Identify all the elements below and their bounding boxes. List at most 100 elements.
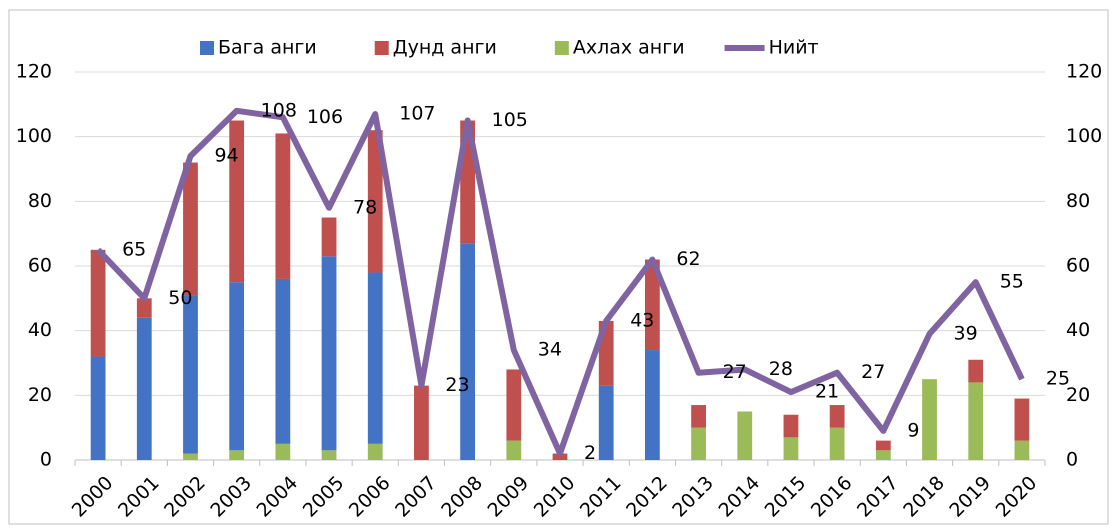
data-label: 27 xyxy=(723,361,747,383)
y-tick-label: 0 xyxy=(40,449,52,471)
bar xyxy=(1014,440,1030,460)
bar xyxy=(598,385,614,460)
y2-tick-label: 0 xyxy=(1066,449,1078,471)
x-tick-label: 2016 xyxy=(807,472,857,522)
data-label: 55 xyxy=(1000,271,1024,293)
bar xyxy=(737,411,753,460)
data-label: 107 xyxy=(399,103,435,125)
x-tick-label: 2014 xyxy=(714,472,764,522)
data-label: 65 xyxy=(122,238,146,260)
data-label: 9 xyxy=(907,419,919,441)
legend-label: Ахлах анги xyxy=(573,37,685,59)
x-tick-label: 2000 xyxy=(68,472,118,522)
bar xyxy=(875,450,891,460)
bar xyxy=(367,130,383,273)
legend-swatch xyxy=(554,41,569,55)
legend-label: Нийт xyxy=(769,37,819,59)
y2-tick-label: 80 xyxy=(1066,190,1090,212)
bar xyxy=(922,379,937,460)
x-tick-label: 2006 xyxy=(345,472,395,522)
x-tick-label: 2005 xyxy=(299,472,349,522)
x-tick-label: 2012 xyxy=(622,472,672,522)
data-label: 78 xyxy=(353,196,377,218)
bar xyxy=(321,450,337,460)
bar xyxy=(321,217,337,257)
bar xyxy=(367,443,383,460)
bar xyxy=(783,414,799,438)
x-tick-label: 2004 xyxy=(253,472,303,522)
bar xyxy=(875,440,891,451)
data-label: 2 xyxy=(584,442,596,464)
bar xyxy=(414,385,429,460)
bar xyxy=(829,405,845,428)
bar xyxy=(968,359,984,383)
chart-frame xyxy=(8,9,1109,525)
x-tick-label: 2002 xyxy=(160,472,210,522)
bar xyxy=(275,443,291,460)
x-tick-label: 2008 xyxy=(437,472,487,522)
bar xyxy=(506,440,522,460)
bar xyxy=(136,298,152,318)
bar xyxy=(183,453,198,460)
data-label: 43 xyxy=(630,309,654,331)
x-tick-label: 2019 xyxy=(945,472,995,522)
data-label: 21 xyxy=(815,381,839,403)
y-tick-label: 60 xyxy=(28,255,52,277)
data-label: 105 xyxy=(492,109,528,131)
bar xyxy=(644,350,660,460)
x-tick-label: 2018 xyxy=(899,472,949,522)
x-tick-label: 2020 xyxy=(992,472,1042,522)
bar xyxy=(183,162,198,296)
bar xyxy=(183,295,198,454)
x-tick-label: 2007 xyxy=(391,472,441,522)
data-label: 106 xyxy=(307,106,343,128)
bar xyxy=(1014,398,1030,441)
data-label: 62 xyxy=(676,248,700,270)
bar xyxy=(644,259,660,351)
line-series xyxy=(95,107,1025,457)
x-tick-label: 2013 xyxy=(668,472,718,522)
bar xyxy=(90,356,106,460)
data-label: 50 xyxy=(168,287,192,309)
bar xyxy=(460,243,476,460)
y2-tick-label: 60 xyxy=(1066,255,1090,277)
data-label: 34 xyxy=(538,339,562,361)
y-tick-label: 100 xyxy=(16,125,52,147)
x-tick-label: 2010 xyxy=(530,472,580,522)
x-tick-label: 2011 xyxy=(576,472,626,522)
x-tick-label: 2017 xyxy=(853,472,903,522)
bar xyxy=(229,450,245,460)
y2-tick-label: 100 xyxy=(1066,125,1102,147)
bar xyxy=(783,437,799,460)
bar xyxy=(275,133,291,279)
x-tick-label: 2003 xyxy=(206,472,256,522)
data-label: 39 xyxy=(954,322,978,344)
bar xyxy=(968,382,984,460)
y-tick-label: 40 xyxy=(28,319,52,341)
legend-swatch xyxy=(200,41,214,55)
bar xyxy=(691,405,706,428)
y2-tick-label: 120 xyxy=(1066,61,1102,83)
x-tick-label: 2001 xyxy=(114,472,164,522)
bar xyxy=(506,369,522,441)
bar xyxy=(552,453,568,460)
bar xyxy=(229,120,245,283)
y2-tick-label: 40 xyxy=(1066,319,1090,341)
data-label: 25 xyxy=(1046,368,1070,390)
bar xyxy=(829,427,845,460)
legend-label: Дунд анги xyxy=(393,37,497,59)
bar xyxy=(136,317,152,460)
data-label: 108 xyxy=(261,99,297,121)
y-tick-label: 120 xyxy=(16,61,52,83)
legend-swatch xyxy=(374,41,389,55)
x-tick-label: 2015 xyxy=(761,472,811,522)
y-tick-label: 80 xyxy=(28,190,52,212)
data-label: 23 xyxy=(445,374,469,396)
y-tick-label: 20 xyxy=(28,384,52,406)
data-label: 94 xyxy=(214,145,238,167)
y2-tick-label: 20 xyxy=(1066,384,1090,406)
bar xyxy=(321,256,337,451)
bar xyxy=(229,282,245,451)
x-tick-label: 2009 xyxy=(483,472,533,522)
